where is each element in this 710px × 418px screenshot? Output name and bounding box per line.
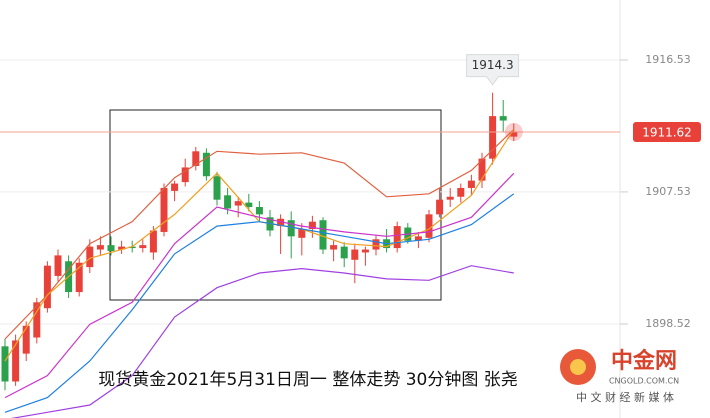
candle-body [425,214,433,238]
logo-url: CNGOLD.COM.CN [609,377,679,386]
candle-body [372,239,380,250]
candle-body [489,116,497,159]
candle-body [75,262,83,293]
candle-body [96,245,104,250]
candle-body [245,202,253,208]
candle-body [118,246,126,250]
indicator-line [4,193,515,413]
candle-body [436,199,444,215]
candle-body [478,158,486,181]
candle-body [22,325,30,354]
candle-body [33,302,41,338]
candle-body [224,195,232,209]
candle-body [499,116,507,121]
indicator-line [4,128,515,362]
candle-body [255,207,263,215]
candle-body [171,183,179,191]
candle-body [149,230,157,253]
last-price-glow [504,122,523,141]
candle-body [202,152,210,177]
candle-body [308,221,316,230]
logo-icon-inner [570,359,586,375]
candle-body [361,249,369,253]
candle-body [107,245,115,252]
candle-body [414,236,422,241]
candle-body [1,346,9,382]
candle-body [128,246,136,249]
candle-body [43,265,51,309]
indicator-line [10,265,514,418]
high-callout [466,54,520,86]
logo-slogan: 中 文 财 经 新 媒 体 [576,390,674,404]
candle-body [139,245,147,249]
indicator-line [4,172,515,399]
candle-body [287,220,295,237]
candle-body [234,201,242,206]
candle-body [298,229,306,238]
candle-body [510,131,518,137]
y-tick-label: 1907.53 [645,185,691,198]
candle-body [393,226,401,249]
candle-body [277,218,285,227]
candle-body [340,246,348,259]
indicator-line [4,128,515,340]
y-tick-label: 1898.52 [645,317,691,330]
candle-body [457,187,465,197]
last-price-label: 1911.62 [642,125,692,139]
candle-body [192,151,200,166]
candle-body [12,340,20,382]
y-tick-label: 1916.53 [645,53,691,66]
candle-body [86,246,94,268]
candle-body [351,249,359,260]
candle-body [181,167,189,183]
candle-body [160,187,168,232]
candle-body [330,245,338,250]
last-price-box [633,121,701,142]
candle-body [54,255,62,276]
candle-body [319,220,327,250]
logo-name: 中金网 [611,348,677,374]
candle-body [213,176,221,200]
high-label: 1914.3 [472,58,514,72]
candle-body [446,196,454,200]
caption: 现货黄金2021年5月31日周一 整体走势 30分钟图 张尧 [98,370,518,390]
candle-body [467,180,475,188]
